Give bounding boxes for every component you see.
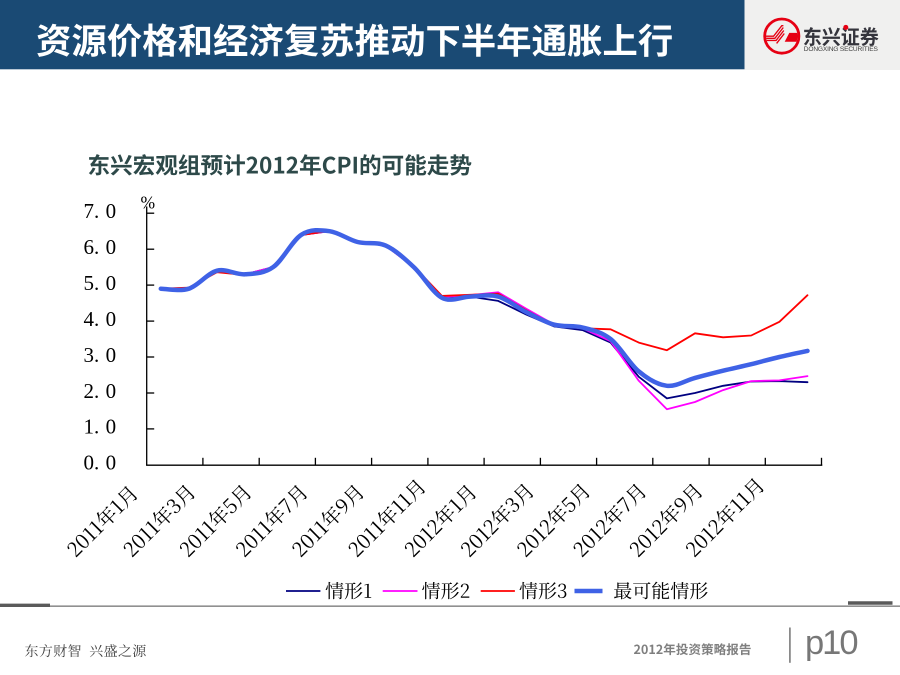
svg-text:2.: 2. (84, 379, 100, 403)
svg-text:p10: p10 (805, 624, 857, 662)
svg-text:7.: 7. (84, 199, 100, 223)
svg-text:0: 0 (106, 271, 117, 295)
svg-text:4.: 4. (84, 307, 100, 331)
svg-text:6.: 6. (84, 235, 100, 259)
svg-text:%: % (141, 193, 156, 213)
svg-text:1.: 1. (84, 415, 100, 439)
svg-text:0: 0 (106, 415, 117, 439)
svg-text:0: 0 (106, 379, 117, 403)
svg-text:0: 0 (106, 307, 117, 331)
svg-text:0: 0 (106, 451, 117, 475)
svg-text:DONGXING SECURITIES: DONGXING SECURITIES (804, 46, 879, 53)
svg-text:0.: 0. (84, 451, 100, 475)
svg-text:3.: 3. (84, 343, 100, 367)
svg-text:0: 0 (106, 199, 117, 223)
svg-text:0: 0 (106, 235, 117, 259)
svg-text:0: 0 (106, 343, 117, 367)
svg-text:5.: 5. (84, 271, 100, 295)
